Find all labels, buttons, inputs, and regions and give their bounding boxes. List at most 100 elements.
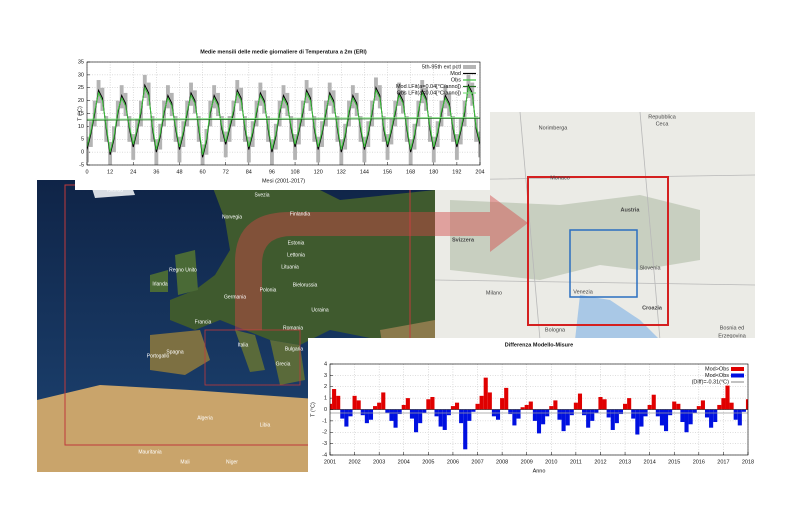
diff-bar [446, 409, 451, 416]
x-tick-label: 2017 [717, 459, 729, 465]
diff-bar [512, 409, 517, 426]
x-tick-label: 168 [406, 169, 415, 175]
diff-bar [344, 409, 349, 427]
diff-bar [532, 409, 537, 421]
diff-bar [508, 409, 513, 415]
diff-bar [364, 409, 369, 424]
diff-bar [495, 409, 501, 420]
diff-bar [651, 394, 656, 410]
diff-bar [561, 409, 566, 432]
x-tick-label: 2016 [693, 459, 705, 465]
map-label: Svizzera [452, 237, 475, 243]
x-tick-label: 2003 [373, 459, 385, 465]
diff-bar [524, 404, 529, 410]
map-label: Spagna [166, 349, 183, 355]
x-tick-label: 0 [85, 169, 88, 175]
x-tick-label: 2001 [324, 459, 336, 465]
map-label: Mauritania [138, 449, 162, 455]
map-label: Lituania [281, 264, 299, 270]
diff-bar [405, 398, 410, 410]
map-label: Ucraina [311, 307, 328, 313]
diff-bar [549, 406, 554, 410]
diff-bar [332, 389, 337, 410]
map-label: Regno Unito [169, 267, 197, 273]
map-label: Bosnia ed [720, 325, 744, 331]
y-axis-label: T (°C) [310, 402, 316, 417]
legend-label: Mod>Obs [705, 366, 729, 372]
legend-label: (Diff)=-0.31(°C) [692, 379, 730, 385]
diff-bar [696, 406, 701, 410]
diff-bar [336, 395, 341, 410]
x-tick-label: 2004 [398, 459, 410, 465]
map-label: Norvegia [222, 214, 242, 220]
diff-bar [528, 401, 533, 410]
x-tick-label: 96 [269, 169, 275, 175]
map-label: Irlanda [152, 281, 168, 287]
diff-bar [688, 409, 693, 425]
diff-bar [721, 398, 726, 410]
x-tick-label: 108 [290, 169, 299, 175]
diff-bar [438, 409, 443, 427]
map-label: Germania [224, 294, 246, 300]
plot-frame [86, 61, 481, 166]
diff-bar [610, 409, 615, 430]
diff-bar [590, 409, 595, 421]
map-label: Venezia [573, 289, 594, 295]
diff-bar [627, 398, 632, 410]
legend-label: Mod [450, 71, 461, 77]
chart-title: Differenza Modello-Misure [505, 342, 573, 348]
x-tick-label: 2007 [471, 459, 483, 465]
diff-bar [520, 407, 525, 410]
legend-label: Mod LFit(a=0.04[°C/anno]) [396, 84, 461, 90]
diff-bar [745, 399, 748, 410]
map-label: Grecia [276, 361, 291, 367]
diff-bar [368, 409, 374, 420]
legend-label: Mod<Obs [705, 373, 729, 379]
diff-bar [340, 409, 345, 419]
diff-bar [725, 385, 730, 410]
y-tick-label: -5 [79, 162, 84, 168]
map-label: Francia [195, 319, 212, 325]
map-label: Monaco [550, 175, 570, 181]
diff-bar [409, 409, 415, 419]
y-tick-label: 3 [324, 373, 327, 379]
diff-bar [676, 403, 681, 410]
diff-bar [450, 406, 455, 410]
x-tick-label: 72 [223, 169, 229, 175]
y-tick-label: 5 [81, 137, 84, 143]
diff-bar [717, 404, 722, 410]
y-tick-label: 35 [78, 59, 84, 65]
diff-bar [602, 399, 607, 410]
map-label: Lettonia [287, 252, 305, 258]
diff-bar [618, 409, 624, 415]
diff-bar [668, 409, 673, 416]
map-label: Croazia [642, 305, 663, 311]
map-label: Estonia [288, 240, 305, 246]
map-label: Algeria [197, 415, 213, 421]
x-axis-label: Mesi (2001-2017) [262, 178, 305, 184]
map-label: Islanda [107, 187, 123, 193]
y-tick-label: -3 [322, 441, 327, 447]
x-tick-label: 120 [314, 169, 323, 175]
x-tick-label: 48 [176, 169, 182, 175]
y-tick-label: 1 [324, 396, 327, 402]
diff-bar [467, 409, 472, 421]
x-tick-label: 12 [107, 169, 113, 175]
diff-bar [573, 402, 578, 410]
x-tick-label: 2002 [348, 459, 360, 465]
diff-bar [454, 402, 460, 410]
diff-bar [430, 396, 435, 410]
map-label: Bologna [545, 327, 566, 333]
y-tick-label: -1 [322, 418, 327, 424]
x-tick-label: 2006 [447, 459, 459, 465]
y-tick-label: 10 [78, 124, 84, 130]
diff-bar [659, 409, 664, 426]
diff-bar [713, 409, 718, 423]
diff-bar [684, 409, 689, 433]
x-tick-label: 2011 [570, 459, 582, 465]
y-tick-label: 20 [78, 98, 84, 104]
diff-bar [397, 409, 402, 415]
diff-bar [672, 401, 677, 410]
x-tick-label: 192 [452, 169, 461, 175]
y-tick-label: -4 [322, 452, 327, 458]
